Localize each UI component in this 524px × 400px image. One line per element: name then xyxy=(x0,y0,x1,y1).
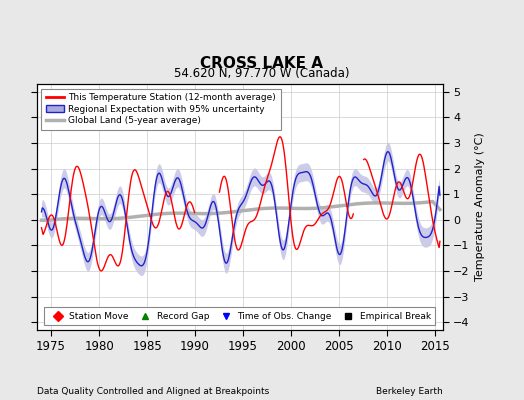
Y-axis label: Temperature Anomaly (°C): Temperature Anomaly (°C) xyxy=(475,133,485,281)
Legend: Station Move, Record Gap, Time of Obs. Change, Empirical Break: Station Move, Record Gap, Time of Obs. C… xyxy=(44,308,435,326)
Text: Data Quality Controlled and Aligned at Breakpoints: Data Quality Controlled and Aligned at B… xyxy=(37,387,269,396)
Text: 54.620 N, 97.770 W (Canada): 54.620 N, 97.770 W (Canada) xyxy=(174,67,350,80)
Text: CROSS LAKE A: CROSS LAKE A xyxy=(201,56,323,71)
Text: Berkeley Earth: Berkeley Earth xyxy=(376,387,443,396)
